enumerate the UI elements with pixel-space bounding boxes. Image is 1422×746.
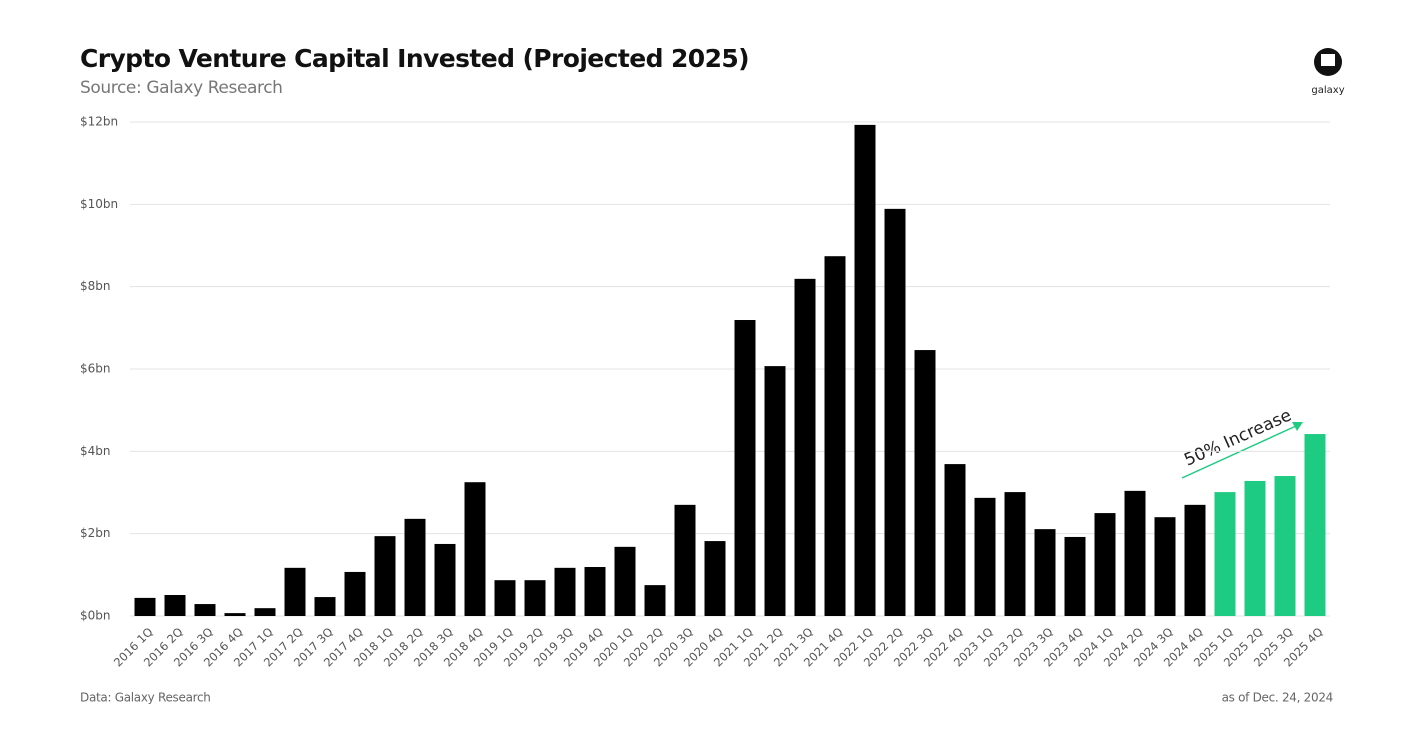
bar (1244, 480, 1266, 616)
bar (314, 597, 336, 616)
annotation: 50% Increase (1181, 405, 1294, 470)
bar (944, 464, 966, 616)
bar (254, 608, 276, 616)
bar (1304, 434, 1326, 616)
logo-text: galaxy (1311, 85, 1344, 96)
y-tick-label: $4bn (80, 444, 111, 458)
bar (224, 613, 246, 616)
bar (884, 208, 906, 616)
bar (1124, 490, 1146, 616)
bar (464, 482, 486, 616)
bar (794, 278, 816, 616)
arrow-head (1292, 422, 1303, 431)
y-tick-label: $10bn (80, 197, 118, 211)
y-tick-label: $6bn (80, 362, 111, 376)
bar (854, 124, 876, 617)
y-tick-label: $12bn (80, 115, 118, 129)
source-note: Data: Galaxy Research (80, 691, 211, 705)
bar (1034, 529, 1056, 616)
y-tick-label: $2bn (80, 526, 111, 540)
bar (584, 567, 606, 616)
bar (134, 597, 156, 616)
bar (674, 504, 696, 616)
bar (494, 580, 516, 616)
bar (1274, 476, 1296, 616)
y-tick-label: $0bn (80, 609, 111, 623)
bar (344, 571, 366, 616)
bar (704, 541, 726, 616)
logo: galaxy (1311, 48, 1345, 96)
bar (1214, 492, 1236, 616)
bar (194, 604, 216, 616)
bar (524, 580, 546, 616)
bar (434, 543, 456, 616)
chart-subtitle: Source: Galaxy Research (80, 78, 283, 98)
bar (614, 546, 636, 616)
bar (644, 585, 666, 616)
arrow-line (1181, 425, 1297, 479)
bar (1004, 492, 1026, 616)
bar (1064, 536, 1086, 616)
bar (284, 567, 306, 616)
date-note: as of Dec. 24, 2024 (1222, 691, 1333, 705)
bar (764, 366, 786, 616)
bar (974, 497, 996, 616)
bar (1154, 517, 1176, 616)
bar (1184, 504, 1206, 616)
chart-title: Crypto Venture Capital Invested (Project… (80, 44, 749, 73)
bar (554, 567, 576, 616)
logo-cutout (1321, 54, 1335, 66)
bar (374, 536, 396, 616)
y-tick-label: $8bn (80, 279, 111, 293)
bar (164, 595, 186, 616)
bar (824, 256, 846, 616)
bar (734, 320, 756, 616)
bar (914, 350, 936, 616)
bar (404, 518, 426, 616)
bar (1094, 513, 1116, 616)
annotation-arrow (1181, 422, 1303, 479)
